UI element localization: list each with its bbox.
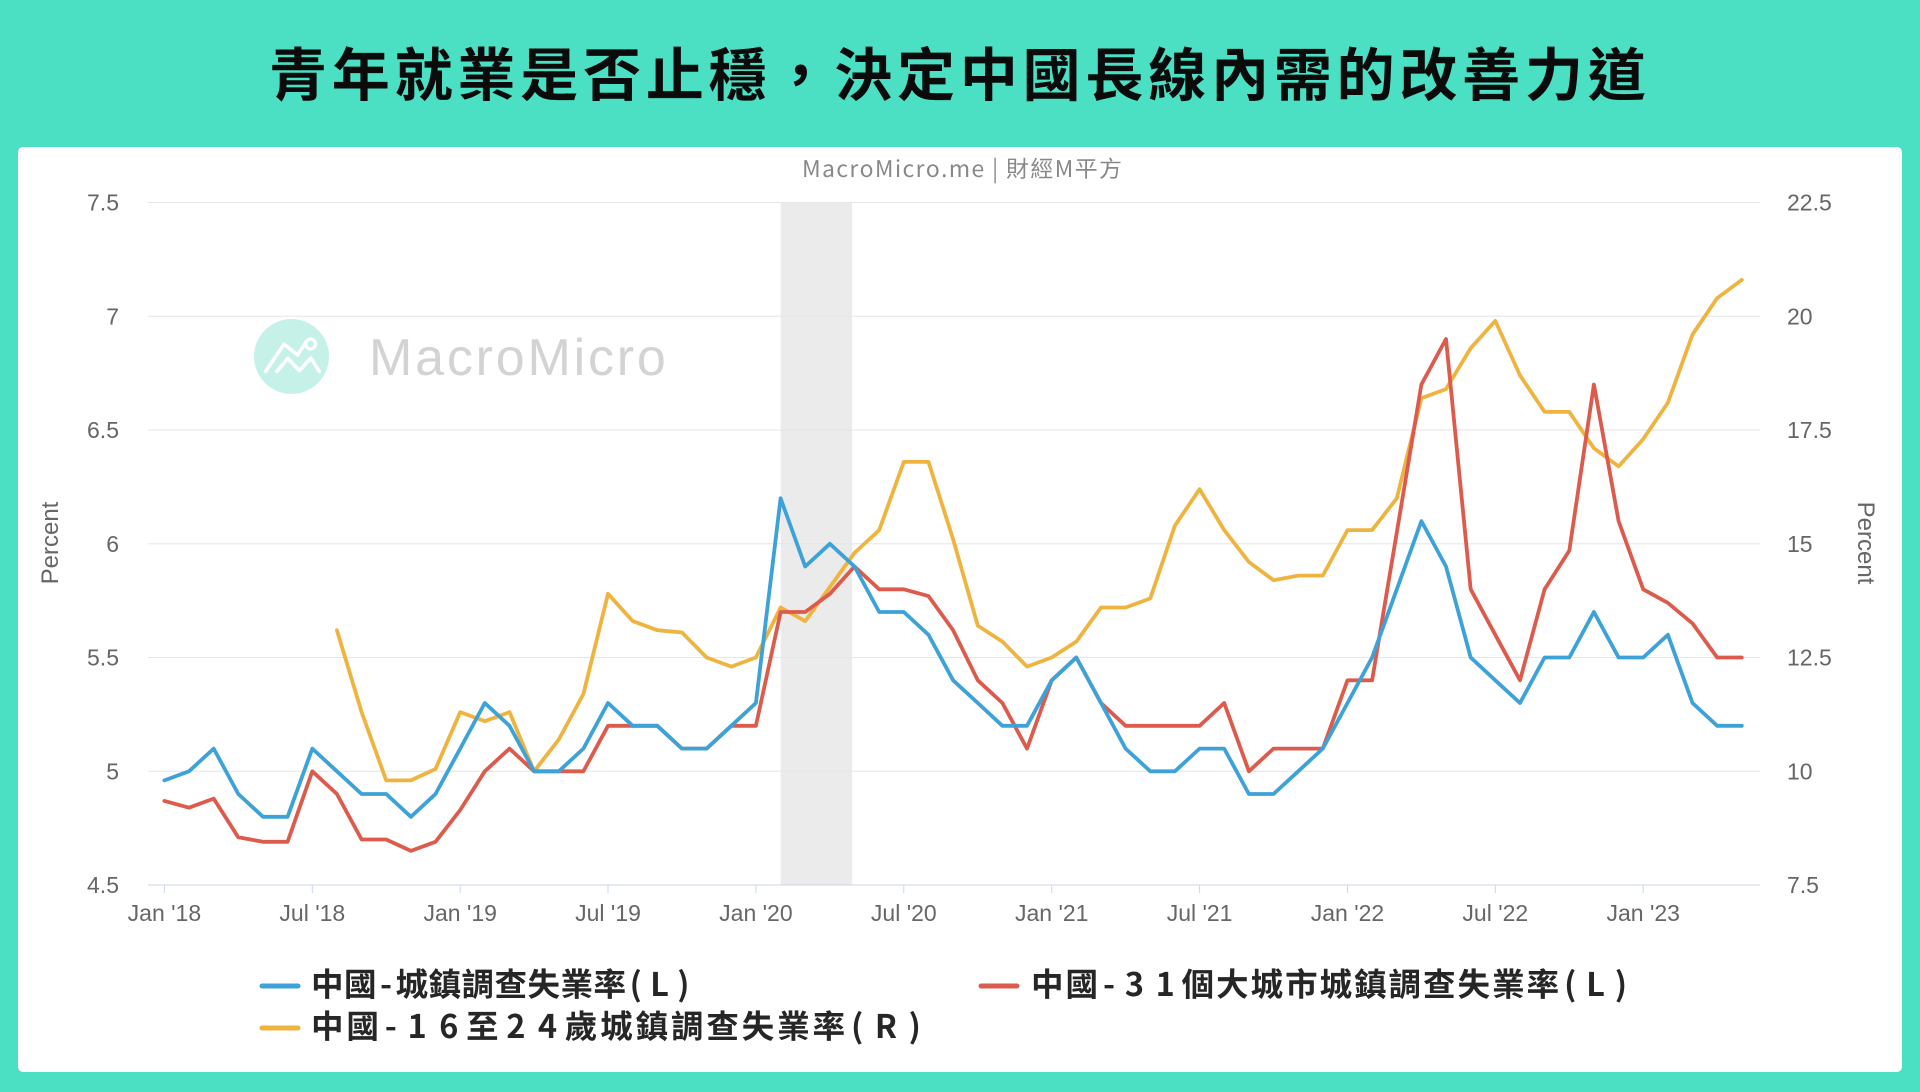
svg-text:5: 5 bbox=[106, 758, 119, 784]
svg-text:17.5: 17.5 bbox=[1787, 417, 1832, 443]
svg-text:Jul '18: Jul '18 bbox=[279, 900, 345, 926]
svg-text:7.5: 7.5 bbox=[87, 190, 119, 216]
svg-text:Jan '21: Jan '21 bbox=[1015, 900, 1088, 926]
svg-text:Jul '21: Jul '21 bbox=[1167, 900, 1233, 926]
svg-text:Percent: Percent bbox=[37, 501, 64, 584]
svg-text:Percent: Percent bbox=[1852, 502, 1879, 585]
svg-text:7.5: 7.5 bbox=[1787, 872, 1819, 898]
svg-text:Jan '20: Jan '20 bbox=[719, 900, 792, 926]
svg-text:Jul '22: Jul '22 bbox=[1462, 900, 1528, 926]
svg-text:Jul '19: Jul '19 bbox=[575, 900, 641, 926]
svg-text:Jan '23: Jan '23 bbox=[1606, 900, 1679, 926]
svg-text:Jan '22: Jan '22 bbox=[1311, 900, 1384, 926]
svg-text:5.5: 5.5 bbox=[87, 645, 119, 671]
svg-text:10: 10 bbox=[1787, 758, 1813, 784]
svg-text:Jan '18: Jan '18 bbox=[128, 900, 201, 926]
svg-text:22.5: 22.5 bbox=[1787, 190, 1832, 216]
svg-text:20: 20 bbox=[1787, 303, 1813, 329]
svg-text:15: 15 bbox=[1787, 531, 1813, 557]
svg-text:4.5: 4.5 bbox=[87, 872, 119, 898]
svg-text:Jan '19: Jan '19 bbox=[423, 900, 496, 926]
svg-text:MacroMicro: MacroMicro bbox=[369, 329, 669, 387]
svg-text:6.5: 6.5 bbox=[87, 417, 119, 443]
svg-text:Jul '20: Jul '20 bbox=[871, 900, 937, 926]
svg-text:7: 7 bbox=[106, 303, 119, 329]
svg-text:6: 6 bbox=[106, 531, 119, 557]
svg-text:12.5: 12.5 bbox=[1787, 645, 1832, 671]
